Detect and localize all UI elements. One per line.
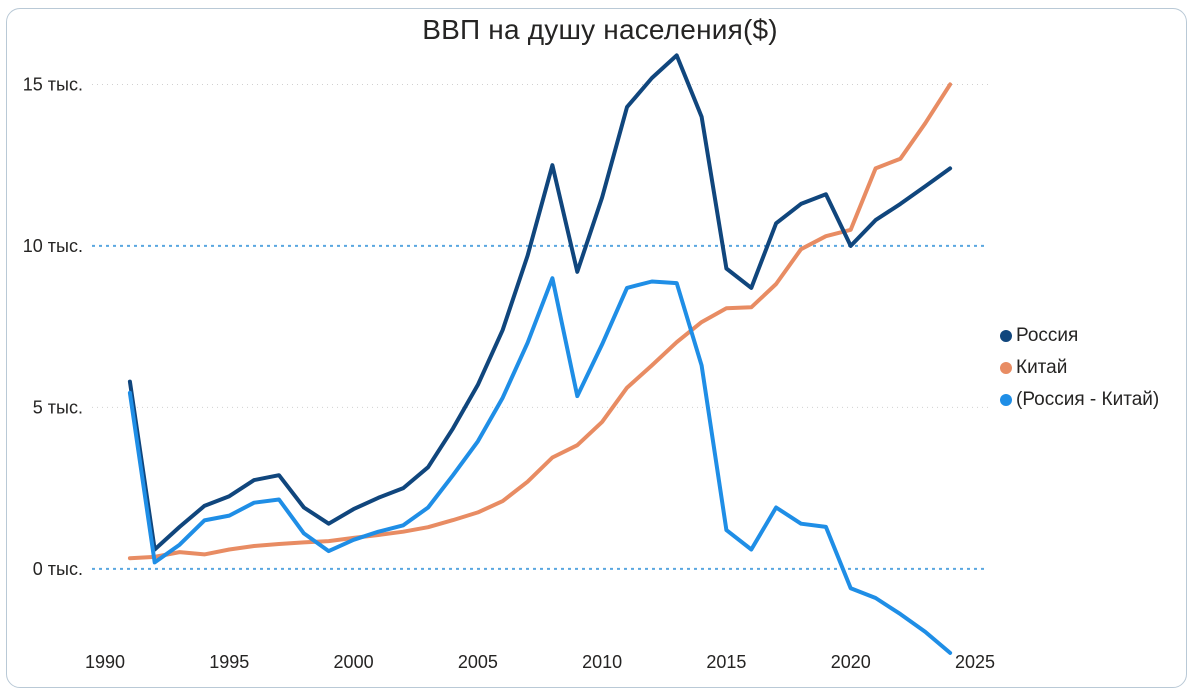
series-line-0 (127, 53, 953, 552)
x-tick-label: 2015 (706, 652, 746, 672)
legend-item[interactable]: Китай (1000, 352, 1159, 384)
x-tick-label: 2010 (582, 652, 622, 672)
series-lines (127, 53, 953, 655)
x-tick-label: 1995 (209, 652, 249, 672)
legend-item[interactable]: (Россия - Китай) (1000, 384, 1159, 416)
legend-marker (1000, 362, 1012, 374)
legend: Россия Китай (Россия - Китай) (1000, 320, 1159, 416)
legend-label: Россия (1016, 325, 1079, 346)
y-tick-label: 0 тыс. (33, 559, 83, 579)
legend-label: Китай (1016, 357, 1068, 378)
x-tick-label: 2000 (334, 652, 374, 672)
x-axis-ticks: 1990 1995 2000 2005 2010 2015 2020 2025 (85, 652, 995, 672)
grid-lines (92, 83, 988, 570)
legend-marker (1000, 330, 1012, 342)
legend-marker (1000, 394, 1012, 406)
legend-label: (Россия - Китай) (1016, 389, 1160, 410)
x-tick-label: 2005 (458, 652, 498, 672)
legend-item[interactable]: Россия (1000, 320, 1159, 352)
y-tick-label: 10 тыс. (23, 236, 83, 256)
series-line-1 (127, 82, 953, 561)
x-tick-label: 2025 (955, 652, 995, 672)
x-tick-label: 1990 (85, 652, 125, 672)
x-tick-label: 2020 (831, 652, 871, 672)
series-line-2 (127, 276, 953, 655)
y-tick-label: 5 тыс. (33, 397, 83, 417)
y-axis-ticks: 0 тыс. 5 тыс. 10 тыс. 15 тыс. (23, 74, 83, 578)
y-tick-label: 15 тыс. (23, 74, 83, 94)
chart-title: ВВП на душу населения($) (422, 14, 778, 45)
chart-card (6, 8, 1187, 688)
